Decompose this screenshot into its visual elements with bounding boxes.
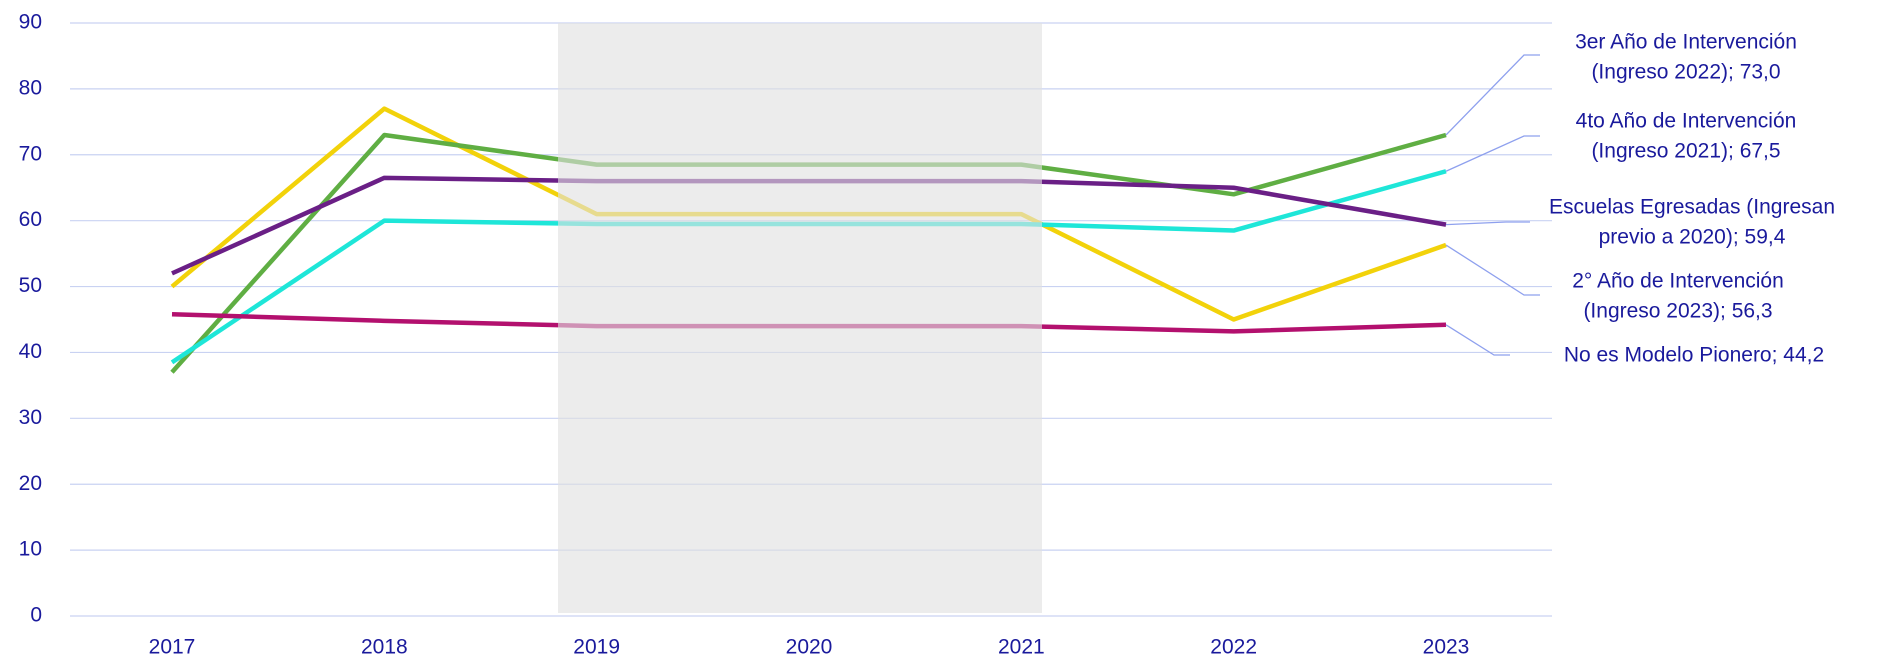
y-tick-label: 40 [19,340,42,363]
y-tick-label: 0 [30,604,42,627]
series-label: Escuelas Egresadas (Ingresan [1549,196,1835,219]
shaded-period [558,23,1042,613]
label-connector [1445,135,1540,172]
x-tick-label: 2017 [149,636,196,659]
series-label: 2° Año de Intervención [1572,270,1784,293]
y-tick-label: 90 [19,11,42,34]
series-label: (Ingreso 2023); 56,3 [1583,300,1772,323]
label-connector [1445,324,1510,356]
series-label: 4to Año de Intervención [1576,110,1797,133]
y-tick-label: 60 [19,208,42,231]
label-connector [1445,244,1540,296]
series-label: (Ingreso 2021); 67,5 [1591,140,1780,163]
series-label: (Ingreso 2022); 73,0 [1591,61,1780,84]
x-tick-label: 2021 [998,636,1045,659]
y-tick-label: 10 [19,538,42,561]
series-label: 3er Año de Intervención [1575,31,1797,54]
y-tick-label: 20 [19,472,42,495]
y-tick-label: 30 [19,406,42,429]
x-tick-label: 2022 [1210,636,1257,659]
x-tick-label: 2018 [361,636,408,659]
label-connector [1445,54,1540,136]
x-tick-label: 2019 [573,636,620,659]
series-label: No es Modelo Pionero; 44,2 [1564,344,1824,367]
series-label: previo a 2020); 59,4 [1599,226,1786,249]
x-tick-label: 2020 [786,636,833,659]
y-tick-label: 70 [19,142,42,165]
y-tick-label: 50 [19,274,42,297]
label-connector [1445,221,1530,226]
x-tick-label: 2023 [1423,636,1470,659]
y-tick-label: 80 [19,76,42,99]
